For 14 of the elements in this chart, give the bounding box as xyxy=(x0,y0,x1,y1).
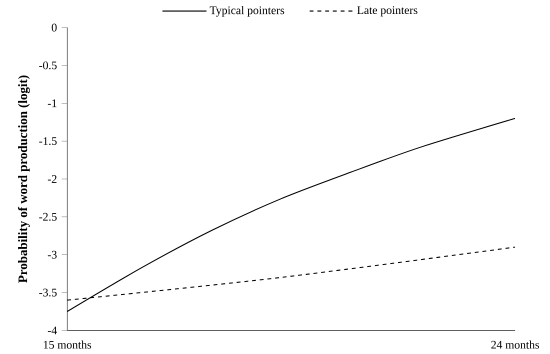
legend-label: Typical pointers xyxy=(210,6,284,17)
legend-label: Late pointers xyxy=(357,6,418,17)
y-tick-label: -3.5 xyxy=(39,288,57,297)
y-tick-label: -3 xyxy=(48,251,57,259)
x-tick-label: 15 months xyxy=(44,340,92,349)
y-tick-label: -1.5 xyxy=(39,137,57,146)
y-axis-title: Probability of word production (logit) xyxy=(18,76,30,284)
y-tick-label: -2.5 xyxy=(39,213,57,221)
y-tick-label: -1 xyxy=(48,100,56,108)
x-tick-label: 24 months xyxy=(491,340,540,349)
y-tick-label: -2 xyxy=(48,175,56,184)
y-tick-label: 0 xyxy=(52,24,57,32)
y-tick-label: -4 xyxy=(48,326,57,334)
y-tick-label: -0.5 xyxy=(39,62,57,70)
